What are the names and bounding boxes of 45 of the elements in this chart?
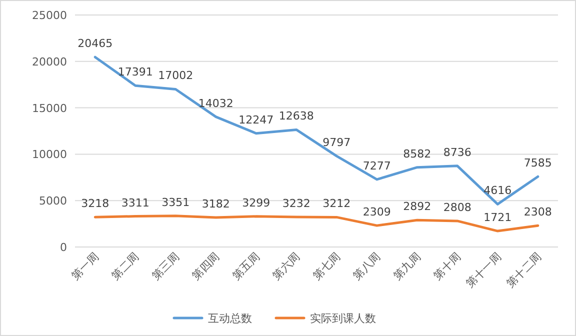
y-tick-label: 10000: [32, 148, 67, 162]
data-label: 17391: [118, 66, 153, 79]
x-tick-label: 第十一周: [463, 250, 504, 290]
data-label: 2308: [524, 206, 552, 219]
data-label: 12638: [278, 110, 314, 123]
data-label: 7585: [524, 156, 552, 170]
legend-label: 实际到课人数: [310, 312, 376, 325]
data-label: 17002: [158, 69, 194, 82]
y-tick-label: 0: [60, 241, 67, 254]
y-tick-label: 5000: [39, 194, 67, 208]
data-label: 14032: [198, 96, 234, 110]
data-label: 4616: [484, 184, 512, 198]
data-label: 2808: [443, 200, 472, 214]
data-label: 3311: [121, 196, 150, 210]
data-label: 3212: [322, 197, 351, 210]
data-label: 3351: [162, 196, 190, 209]
x-tick-label: 第十二周: [504, 250, 544, 290]
x-tick-label: 第五周: [230, 250, 262, 282]
x-tick-label: 第四周: [189, 250, 222, 282]
legend-label: 互动总数: [208, 312, 252, 325]
data-label: 2309: [362, 206, 391, 219]
data-label: 20465: [78, 37, 113, 50]
data-label: 8582: [403, 147, 432, 160]
data-label: 7277: [362, 159, 391, 172]
data-label: 3182: [202, 197, 230, 210]
y-tick-label: 20000: [32, 55, 67, 68]
x-tick-label: 第六周: [270, 250, 302, 282]
data-label: 8736: [443, 146, 472, 159]
x-tick-label: 第九周: [390, 250, 424, 282]
x-tick-label: 第八周: [350, 250, 383, 282]
data-label: 2892: [403, 200, 432, 214]
data-label: 3218: [81, 197, 110, 210]
data-label: 12247: [238, 113, 274, 126]
x-tick-label: 第一周: [68, 250, 102, 282]
x-tick-label: 第三周: [149, 250, 182, 282]
y-tick-label: 25000: [32, 9, 67, 22]
data-label: 3299: [242, 196, 270, 210]
data-label: 3232: [282, 197, 310, 210]
line-series: [94, 214, 540, 232]
data-label: 1721: [484, 211, 512, 224]
x-tick-label: 第七周: [310, 250, 343, 282]
x-tick-label: 第十周: [430, 250, 464, 282]
y-tick-label: 15000: [32, 102, 67, 115]
x-tick-label: 第二周: [108, 250, 142, 282]
data-label: 9797: [322, 136, 351, 150]
